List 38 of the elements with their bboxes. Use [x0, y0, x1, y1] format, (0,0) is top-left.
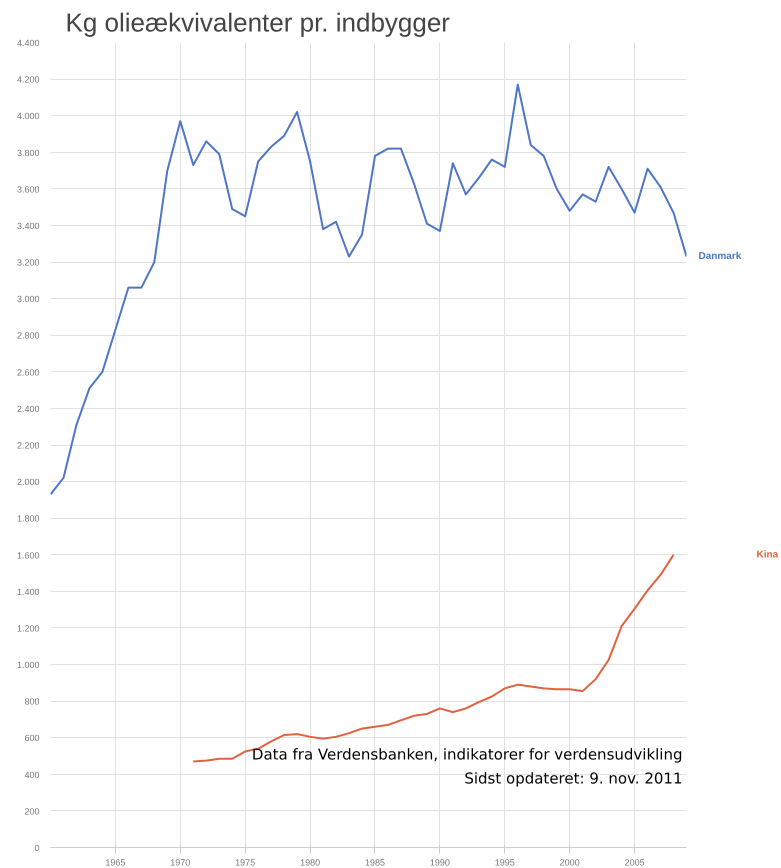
y-tick-label: 3.600: [16, 184, 40, 194]
y-tick-label: 4.400: [16, 38, 40, 48]
x-tick-label: 1995: [494, 858, 515, 868]
y-tick-label: 4.200: [16, 74, 40, 85]
y-tick-label: 3.800: [16, 148, 40, 158]
y-tick-label: 2.000: [16, 477, 40, 488]
series-label: Danmark: [698, 251, 742, 262]
y-tick-label: 200: [24, 806, 40, 816]
y-tick-label: 3.400: [16, 220, 40, 231]
y-tick-label: 800: [24, 696, 40, 707]
y-tick-label: 1.800: [16, 514, 40, 524]
x-tick-label: 1975: [235, 858, 256, 868]
y-tick-label: 1.600: [16, 550, 40, 560]
y-tick-label: 2.800: [16, 330, 40, 341]
x-tick-label: 1985: [364, 858, 386, 868]
line-series: [50, 84, 686, 496]
y-tick-label: 600: [24, 733, 40, 744]
y-tick-label: 1.200: [16, 623, 40, 634]
y-tick-label: 3.200: [16, 258, 40, 268]
y-tick-label: 1.000: [16, 660, 40, 670]
y-tick-label: 0: [34, 843, 40, 853]
annotation: Sidst opdateret: 9. nov. 2011: [464, 770, 683, 788]
text: Kina: [756, 549, 779, 560]
y-tick-label: 3.000: [16, 294, 40, 304]
chart-title: Kg olieækvivalenter pr. indbygger: [66, 8, 450, 38]
y-tick-label: 2.600: [16, 367, 40, 378]
x-tick-label: 1980: [300, 858, 320, 868]
y-tick-label: 400: [24, 770, 40, 780]
y-tick-label: 2.400: [16, 404, 40, 414]
annotation: Data fra Verdensbanken, indikatorer for verdensudvikling: [252, 746, 683, 764]
x-tick-label: 1970: [170, 858, 190, 868]
x-tick-label: 1990: [430, 858, 450, 868]
x-tick-label: 2000: [560, 858, 580, 868]
y-tick-label: 1.400: [16, 586, 40, 597]
x-tick-label: 2005: [624, 858, 645, 868]
y-tick-label: 2.200: [16, 440, 40, 450]
x-tick-label: 1965: [105, 858, 126, 868]
y-tick-label: 4.000: [16, 111, 40, 122]
